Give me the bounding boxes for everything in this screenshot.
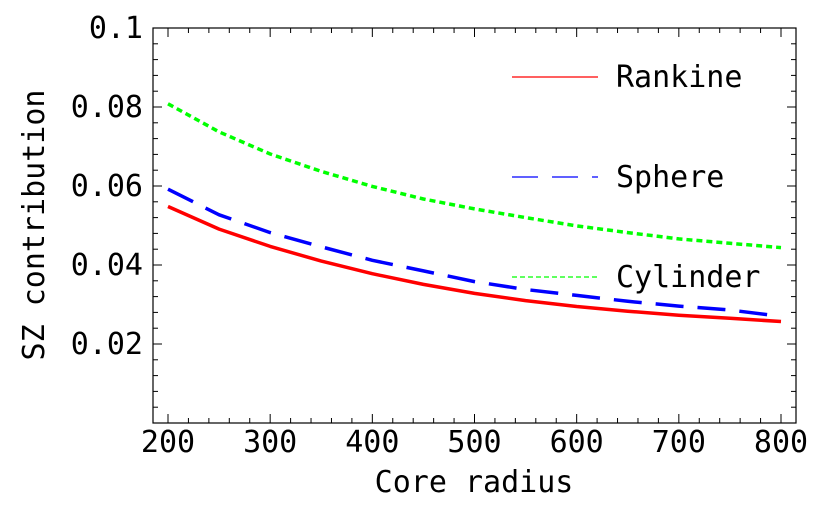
x-tick-label: 500	[447, 425, 501, 460]
x-tick-label: 600	[550, 425, 604, 460]
legend: Rankine Sphere Cylinder	[512, 60, 761, 295]
y-tick-label: 0.1	[89, 11, 143, 46]
series-line-cylinder	[167, 102, 782, 250]
y-tick-label: 0.06	[71, 169, 143, 204]
legend-label-rankine: Rankine	[616, 60, 742, 95]
y-tick-label: 0.02	[71, 327, 143, 362]
x-tick-label: 200	[141, 425, 195, 460]
x-tick-label: 700	[652, 425, 706, 460]
y-axis-label: SZ contribution	[17, 90, 52, 361]
legend-label-cylinder: Cylinder	[616, 260, 761, 295]
x-tick-label: 300	[243, 425, 297, 460]
series-lines	[167, 102, 782, 324]
series-line-rankine	[167, 204, 782, 324]
y-tick-label: 0.08	[71, 90, 143, 125]
legend-label-sphere: Sphere	[616, 160, 724, 195]
y-tick-label: 0.04	[71, 248, 143, 283]
x-tick-label: 800	[754, 425, 808, 460]
series-line-sphere	[167, 187, 782, 319]
axis-ticks: 200 300 400 500 600 700 800 0.02 0.04 0.06 0.08 0.1	[71, 11, 808, 460]
x-axis-label: Core radius	[375, 465, 574, 500]
x-tick-label: 400	[345, 425, 399, 460]
